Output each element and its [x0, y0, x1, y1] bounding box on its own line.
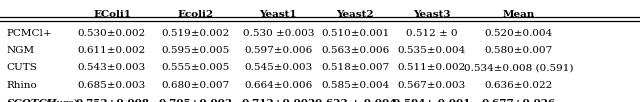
Text: PCMCl+: PCMCl+: [6, 29, 52, 38]
Text: 0.534±0.008 (0.591): 0.534±0.008 (0.591): [463, 63, 573, 72]
Text: (ours): (ours): [43, 99, 77, 102]
Text: NGM: NGM: [6, 46, 35, 55]
Text: 0.555±0.005: 0.555±0.005: [161, 63, 229, 72]
Text: 0.567±0.003: 0.567±0.003: [398, 81, 466, 90]
Text: 0.611±0.002: 0.611±0.002: [78, 46, 146, 55]
Text: 0.580±0.007: 0.580±0.007: [484, 46, 552, 55]
Text: EColi1: EColi1: [93, 10, 131, 19]
Text: 0.585±0.004: 0.585±0.004: [321, 81, 389, 90]
Text: 0.685±0.003: 0.685±0.003: [78, 81, 146, 90]
Text: 0.597±0.006: 0.597±0.006: [244, 46, 312, 55]
Text: 0.563±0.006: 0.563±0.006: [321, 46, 389, 55]
Text: 0.512 ± 0: 0.512 ± 0: [406, 29, 458, 38]
Text: 0.520±0.004: 0.520±0.004: [484, 29, 552, 38]
Text: 0.530±0.002: 0.530±0.002: [78, 29, 146, 38]
Text: 0.677±0.026: 0.677±0.026: [481, 99, 556, 102]
Text: 0.622 ± 0.004: 0.622 ± 0.004: [314, 99, 396, 102]
Text: CUTS: CUTS: [6, 63, 37, 72]
Text: 0.680±0.007: 0.680±0.007: [161, 81, 229, 90]
Text: 0.519±0.002: 0.519±0.002: [161, 29, 229, 38]
Text: 0.595±0.005: 0.595±0.005: [161, 46, 229, 55]
Text: 0.636±0.022: 0.636±0.022: [484, 81, 552, 90]
Text: 0.511±0.002: 0.511±0.002: [398, 63, 466, 72]
Text: Mean: Mean: [502, 10, 534, 19]
Text: 0.705±0.003: 0.705±0.003: [158, 99, 232, 102]
Text: SCOTCH: SCOTCH: [6, 99, 57, 102]
Text: Yeast1: Yeast1: [260, 10, 297, 19]
Text: 0.510±0.001: 0.510±0.001: [321, 29, 389, 38]
Text: 0.530 ±0.003: 0.530 ±0.003: [243, 29, 314, 38]
Text: 0.518±0.007: 0.518±0.007: [321, 63, 389, 72]
Text: Yeast3: Yeast3: [413, 10, 451, 19]
Text: 0.594± 0.001: 0.594± 0.001: [393, 99, 471, 102]
Text: 0.535±0.004: 0.535±0.004: [398, 46, 466, 55]
Text: 0.545±0.003: 0.545±0.003: [244, 63, 312, 72]
Text: Rhino: Rhino: [6, 81, 37, 90]
Text: Ecoli2: Ecoli2: [177, 10, 213, 19]
Text: Yeast2: Yeast2: [337, 10, 374, 19]
Text: 0.664±0.006: 0.664±0.006: [244, 81, 312, 90]
Text: 0.712±0.003: 0.712±0.003: [241, 99, 316, 102]
Text: 0.543±0.003: 0.543±0.003: [78, 63, 146, 72]
Text: 0.752±0.008: 0.752±0.008: [75, 99, 149, 102]
